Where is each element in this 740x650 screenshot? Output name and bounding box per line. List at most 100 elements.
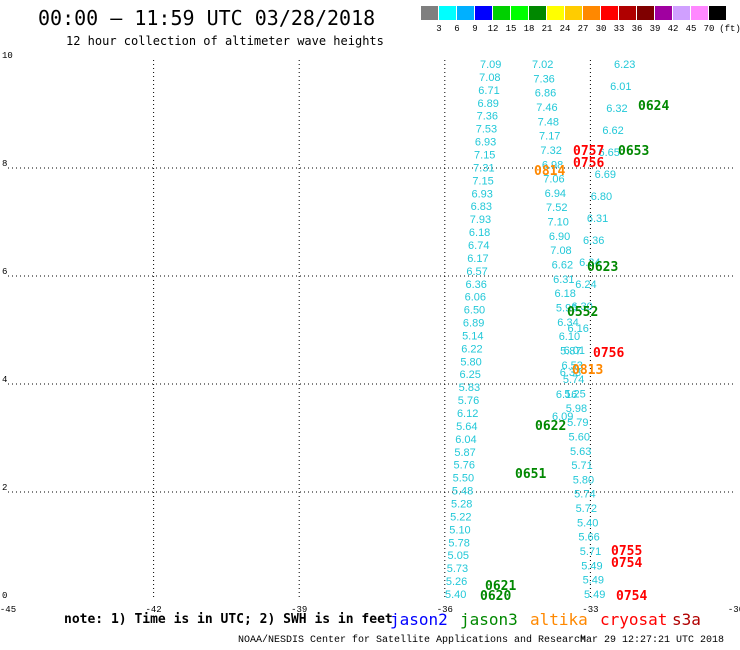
track-left-swh: 6.89 [477, 98, 498, 110]
legend-s3a: s3a [672, 610, 701, 629]
track-left-swh: 5.64 [456, 421, 477, 433]
scale-label: 33 [613, 24, 625, 34]
legend-jason3: jason3 [460, 610, 518, 629]
track-right-swh: 6.16 [556, 389, 577, 401]
scale-label: 70 [703, 24, 715, 34]
track-left-swh: 7.09 [480, 59, 501, 71]
track-mid-swh: 5.49 [584, 589, 605, 601]
scale-label: 42 [667, 24, 679, 34]
track-right-swh: 6.01 [610, 81, 631, 93]
track-mid-swh: 7.46 [536, 102, 557, 114]
x-tick-label: -42 [145, 605, 161, 615]
map-grid [8, 60, 736, 600]
credit-line: NOAA/NESDIS Center for Satellite Applica… [238, 635, 587, 646]
track-left-swh: 7.15 [472, 175, 493, 187]
pass-time-label: 0653 [618, 144, 649, 159]
pass-time-label: 0620 [480, 589, 511, 604]
track-left-swh: 5.28 [451, 499, 472, 511]
track-left-swh: 5.05 [448, 550, 469, 562]
scale-swatch [547, 6, 564, 20]
track-mid-swh: 5.98 [566, 403, 587, 415]
track-left-swh: 5.40 [445, 589, 466, 601]
x-tick-label: -39 [291, 605, 307, 615]
track-left-swh: 6.89 [463, 318, 484, 330]
scale-swatch [511, 6, 528, 20]
map-subtitle: 12 hour collection of altimeter wave hei… [66, 34, 384, 48]
y-tick-label: 6 [2, 267, 7, 277]
scale-unit: (ft) [719, 24, 740, 34]
scale-label: 45 [685, 24, 697, 34]
track-left-swh: 5.73 [447, 563, 468, 575]
track-mid-swh: 5.71 [571, 460, 592, 472]
pass-time-label: 0621 [485, 579, 516, 594]
track-mid-swh: 5.66 [578, 532, 599, 544]
track-left-swh: 5.10 [449, 524, 470, 536]
track-mid-swh: 7.32 [540, 145, 561, 157]
scale-swatch [655, 6, 672, 20]
scale-swatch [439, 6, 456, 20]
track-left-swh: 6.83 [471, 201, 492, 213]
track-left-swh: 6.50 [464, 305, 485, 317]
legend-jason2: jason2 [390, 610, 448, 629]
track-mid-swh: 7.08 [550, 245, 571, 257]
track-right-swh: 6.33 [560, 367, 581, 379]
pass-time-label: 0756 [593, 346, 624, 361]
generation-timestamp: Mar 29 12:27:21 UTC 2018 [580, 635, 725, 646]
track-mid-swh: 6.18 [554, 288, 575, 300]
track-mid-swh: 6.98 [542, 159, 563, 171]
track-mid-swh: 5.80 [573, 474, 594, 486]
track-mid-swh: 6.34 [557, 317, 578, 329]
pass-time-label: 0757 [573, 144, 604, 159]
track-left-swh: 6.36 [465, 279, 486, 291]
track-mid-swh: 5.71 [580, 546, 601, 558]
track-mid-swh: 5.25 [564, 388, 585, 400]
scale-label: 15 [505, 24, 517, 34]
track-right-swh: 6.69 [595, 169, 616, 181]
x-tick-label: -33 [582, 605, 598, 615]
scale-label: 12 [487, 24, 499, 34]
axis-ticks: -45 -42 -39 -36 -33 -30 0 2 4 6 8 10 [0, 51, 740, 615]
map-title: 00:00 – 11:59 UTC 03/28/2018 [38, 6, 376, 30]
pass-time-label: 0755 [611, 544, 642, 559]
track-left-swh: 6.17 [467, 253, 488, 265]
scale-label: 39 [649, 24, 661, 34]
pass-time-labels: 0624 0757 0653 0756 0814 0623 0552 0756 0813 0622… [480, 99, 669, 604]
scale-swatch [421, 6, 438, 20]
pass-time-label: 0754 [611, 556, 642, 571]
track-mid-swh: 6.90 [549, 231, 570, 243]
scale-swatch [583, 6, 600, 20]
pass-time-label: 0651 [515, 467, 546, 482]
track-left-swh: 5.14 [462, 330, 483, 342]
track-right-swh: 6.80 [591, 191, 612, 203]
pass-time-label: 0754 [616, 589, 647, 604]
track-mid-swh: 5.74 [574, 489, 595, 501]
scale-swatch [601, 6, 618, 20]
pass-time-label: 0814 [534, 164, 565, 179]
track-right-swh: 6.36 [583, 235, 604, 247]
track-left-swh: 7.08 [479, 72, 500, 84]
track-left-swh: 5.80 [460, 356, 481, 368]
y-tick-label: 8 [2, 159, 7, 169]
scale-label: 24 [559, 24, 571, 34]
scale-label: 36 [631, 24, 643, 34]
track-left-swh: 6.22 [461, 343, 482, 355]
scale-swatch [565, 6, 582, 20]
track-mid-swh: 6.53 [562, 360, 583, 372]
track-right-swh: 6.09 [552, 411, 573, 423]
track-left-swh: 5.83 [459, 382, 480, 394]
track-left-swh: 6.71 [478, 85, 499, 97]
scale-swatch [457, 6, 474, 20]
track-mid-swh: 6.62 [552, 260, 573, 272]
scale-swatch [475, 6, 492, 20]
footer-note: note: 1) Time is in UTC; 2) SWH is in fe… [64, 612, 393, 627]
track-mid-swh: 7.52 [546, 202, 567, 214]
pass-time-label: 0624 [638, 99, 669, 114]
track-left-swh: 6.57 [466, 266, 487, 278]
track-right-swh: 6.62 [602, 125, 623, 137]
scale-label: 27 [577, 24, 589, 34]
track-right-swh: 6.01 [564, 345, 585, 357]
scale-label: 9 [472, 24, 478, 34]
track-left-swh: 6.74 [468, 240, 489, 252]
track-left-swh: 7.36 [477, 111, 498, 123]
track-right-swh: 6.34 [579, 257, 600, 269]
